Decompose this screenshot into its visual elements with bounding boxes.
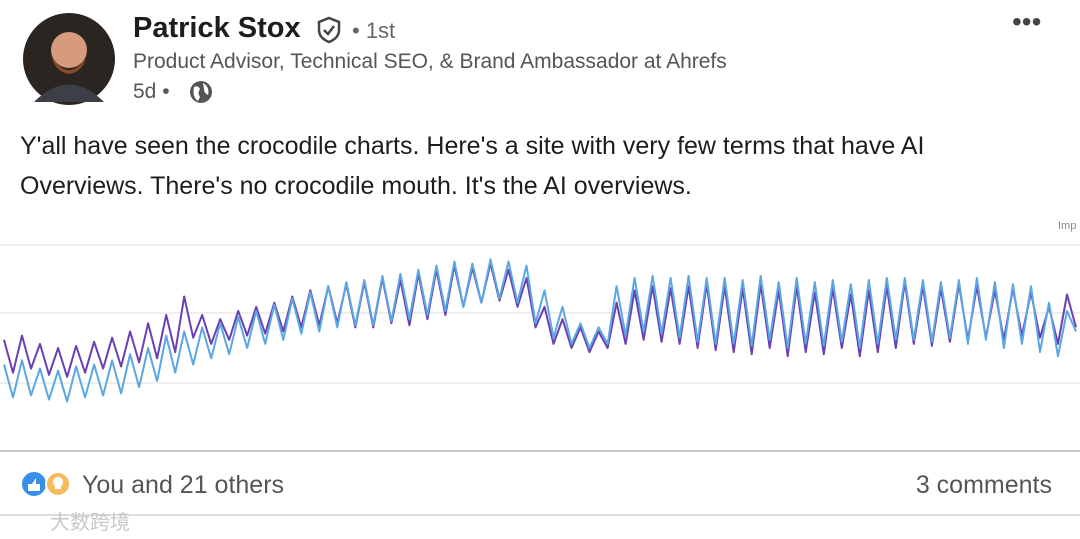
- headline: Product Advisor, Technical SEO, & Brand …: [133, 50, 727, 73]
- avatar[interactable]: [22, 12, 116, 106]
- post-line: Y'all have seen the crocodile charts. He…: [20, 132, 925, 160]
- verified-icon: [317, 16, 341, 44]
- comments-count[interactable]: 3 comments: [915, 471, 1052, 499]
- more-menu[interactable]: •••: [1012, 6, 1042, 37]
- author-name[interactable]: Patrick Stox: [133, 12, 301, 44]
- chart: Imp: [0, 220, 1080, 452]
- post-time: 5d •: [133, 80, 170, 103]
- watermark: 大数跨境: [50, 510, 130, 534]
- series-line: [3, 258, 1077, 403]
- post-text: Y'all have seen the crocodile charts. He…: [20, 126, 924, 206]
- post-line: Overviews. There's no crocodile mouth. I…: [20, 172, 692, 200]
- globe-icon: [190, 81, 212, 103]
- connection-degree: • 1st: [352, 18, 396, 43]
- divider: [0, 514, 1080, 516]
- series-line: [3, 262, 1077, 378]
- series-label: Imp: [1058, 220, 1076, 232]
- reactions-count[interactable]: You and 21 others: [82, 471, 285, 499]
- reaction-icons[interactable]: [20, 469, 74, 499]
